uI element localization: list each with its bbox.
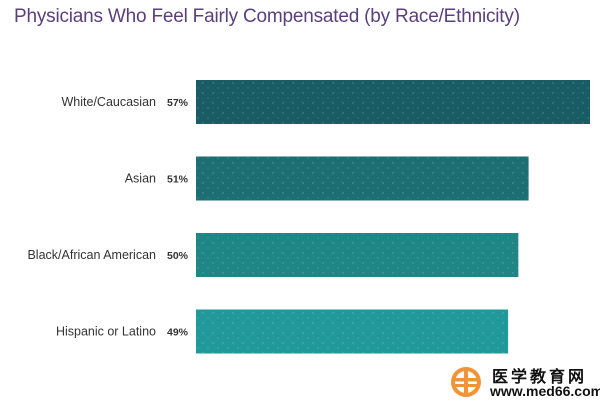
watermark: 医学教育网 www.med66.com xyxy=(450,363,600,403)
value-label: 51% xyxy=(167,174,189,186)
value-label: 50% xyxy=(167,250,189,262)
value-label: 57% xyxy=(167,97,189,109)
bar-texture xyxy=(196,309,509,354)
bar-texture xyxy=(196,156,529,201)
category-label: White/Caucasian xyxy=(62,95,157,109)
category-label: Black/African American xyxy=(27,248,156,262)
category-label: Hispanic or Latino xyxy=(56,325,156,339)
watermark-chinese-text: 医学教育网 xyxy=(492,367,588,386)
chart-title: Physicians Who Feel Fairly Compensated (… xyxy=(14,6,520,27)
bar-texture xyxy=(196,233,519,277)
med66-logo-icon xyxy=(451,367,481,397)
value-label: 49% xyxy=(167,327,189,339)
category-label: Asian xyxy=(125,172,156,186)
watermark-url: www.med66.com xyxy=(490,383,600,399)
bar-texture xyxy=(196,80,590,124)
